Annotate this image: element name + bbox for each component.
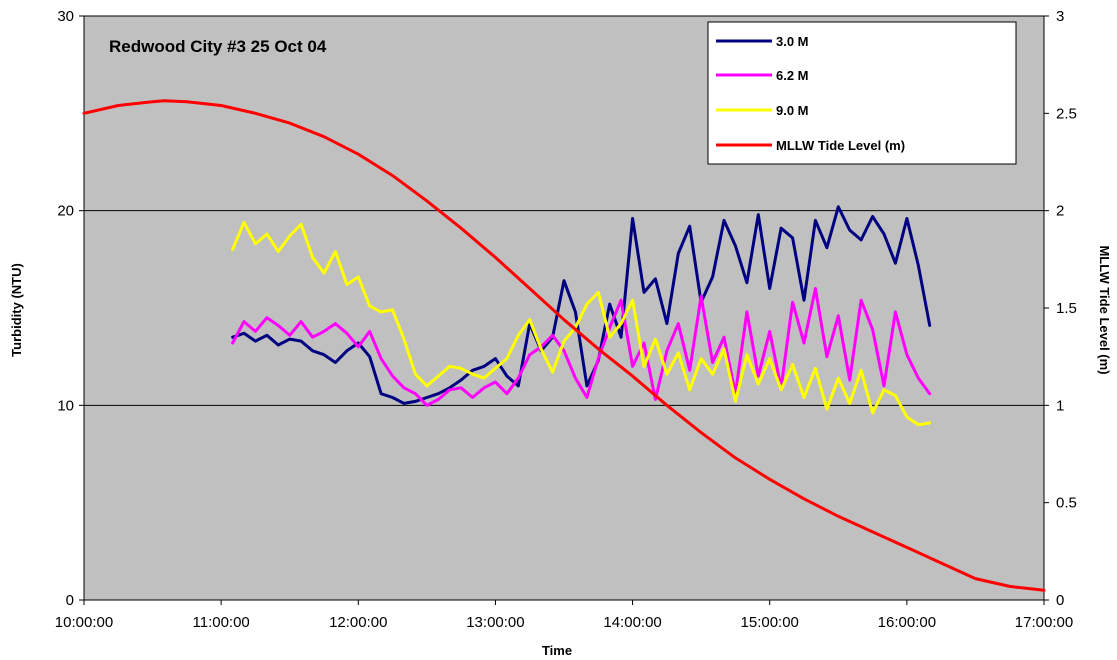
y-tick-label: 20 — [57, 203, 74, 220]
x-tick-label: 12:00:00 — [329, 614, 387, 631]
legend-box — [707, 21, 1017, 165]
x-tick-label: 15:00:00 — [741, 614, 799, 631]
legend-label-6m: 6.2 M — [776, 68, 809, 83]
gridlines — [84, 210, 1044, 406]
y-tick-label: 30 — [57, 8, 74, 25]
y2-tick-label: 3 — [1056, 8, 1064, 25]
series-line-9-0-m — [231, 220, 932, 427]
x-tick-label: 16:00:00 — [878, 614, 936, 631]
y-tick-label: 10 — [57, 397, 74, 414]
y2-tick-label: 2.5 — [1056, 105, 1077, 122]
chart-title: Redwood City #3 25 Oct 04 — [109, 37, 327, 56]
legend-label-9m: 9.0 M — [776, 103, 809, 118]
y2-tick-label: 0 — [1056, 592, 1064, 609]
y2-tick-label: 1 — [1056, 397, 1064, 414]
series-line-6-2-m — [231, 287, 932, 407]
x-axis-title: Time — [542, 643, 572, 658]
y-tick-label: 0 — [66, 592, 74, 609]
y2-axis-title: MLLW Tide Level (m) — [1097, 245, 1112, 374]
y2-tick-label: 1.5 — [1056, 300, 1077, 317]
y2-tick-label: 0.5 — [1056, 495, 1077, 512]
legend-label-tide: MLLW Tide Level (m) — [776, 138, 905, 153]
x-tick-label: 13:00:00 — [466, 614, 524, 631]
series-line-mllw-tide-level-m- — [82, 99, 1046, 592]
x-tick-label: 14:00:00 — [603, 614, 661, 631]
series-line-3-0-m — [231, 205, 932, 405]
legend: 3.0 M 6.2 M 9.0 M MLLW Tide Level (m) — [707, 21, 1017, 165]
series-lines — [82, 99, 1046, 592]
legend-label-3m: 3.0 M — [776, 34, 809, 49]
y-axis-title: Turbidity (NTU) — [9, 263, 24, 357]
x-tick-label: 10:00:00 — [55, 614, 113, 631]
axes: 10:00:00 11:00:00 12:00:00 13:00:00 14:00:00… — [55, 8, 1077, 631]
x-tick-label: 11:00:00 — [193, 614, 250, 631]
y2-tick-label: 2 — [1056, 203, 1064, 220]
x-tick-label: 17:00:00 — [1015, 614, 1073, 631]
